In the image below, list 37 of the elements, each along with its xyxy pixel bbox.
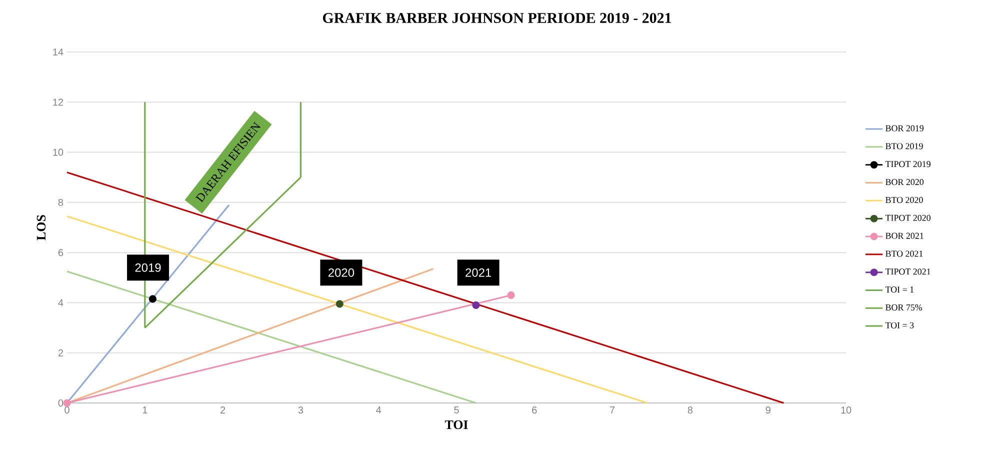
x-tick-label: 10 [841,406,852,414]
annotation: 2021 [466,268,492,277]
legend-label: BTO 2021 [886,250,923,257]
legend-label: TOI = 3 [885,322,914,328]
legend-label: TIPOT 2019 [885,161,930,168]
x-tick-label: 3 [298,406,304,414]
x-tick-label: 2 [220,406,226,414]
y-tick-label: 6 [58,249,64,256]
x-tick-label: 4 [376,406,382,414]
y-tick-label: 14 [53,48,64,56]
x-tick-label: 8 [688,406,693,414]
legend-label: TIPOT 2021 [885,268,930,275]
y-tick-label: 10 [53,148,64,156]
legend-label: BOR 2021 [886,232,924,239]
legend-label: BOR 2020 [886,178,924,186]
legend-label: BTO 2019 [886,143,923,150]
annotation: 2019 [135,263,161,272]
annotation: 2020 [328,268,354,277]
chart-title: GRAFIK BARBER JOHNSON PERIODE 2019 - 2021 [322,12,671,24]
y-tick-label: 8 [58,198,64,206]
y-tick-label: 0 [58,399,64,407]
x-tick-label: 6 [532,406,537,414]
x-tick-label: 7 [610,406,615,414]
y-tick-label: 2 [58,349,63,356]
x-axis-title: TOI [444,420,468,430]
legend-label: BOR 2019 [886,125,924,132]
y-axis-title: LOS [36,215,46,240]
y-tick-label: 4 [58,299,64,306]
legend-label: TOI = 1 [885,286,914,293]
legend-label: TIPOT 2020 [885,214,930,221]
y-tick-label: 12 [53,98,63,106]
legend-label: BOR 75% [886,304,922,310]
x-tick-label: 5 [454,406,459,414]
x-tick-label: 9 [766,406,770,414]
x-tick-label: 1 [142,406,148,414]
legend-label: BTO 2020 [886,196,923,203]
x-tick-label: 0 [64,406,70,414]
